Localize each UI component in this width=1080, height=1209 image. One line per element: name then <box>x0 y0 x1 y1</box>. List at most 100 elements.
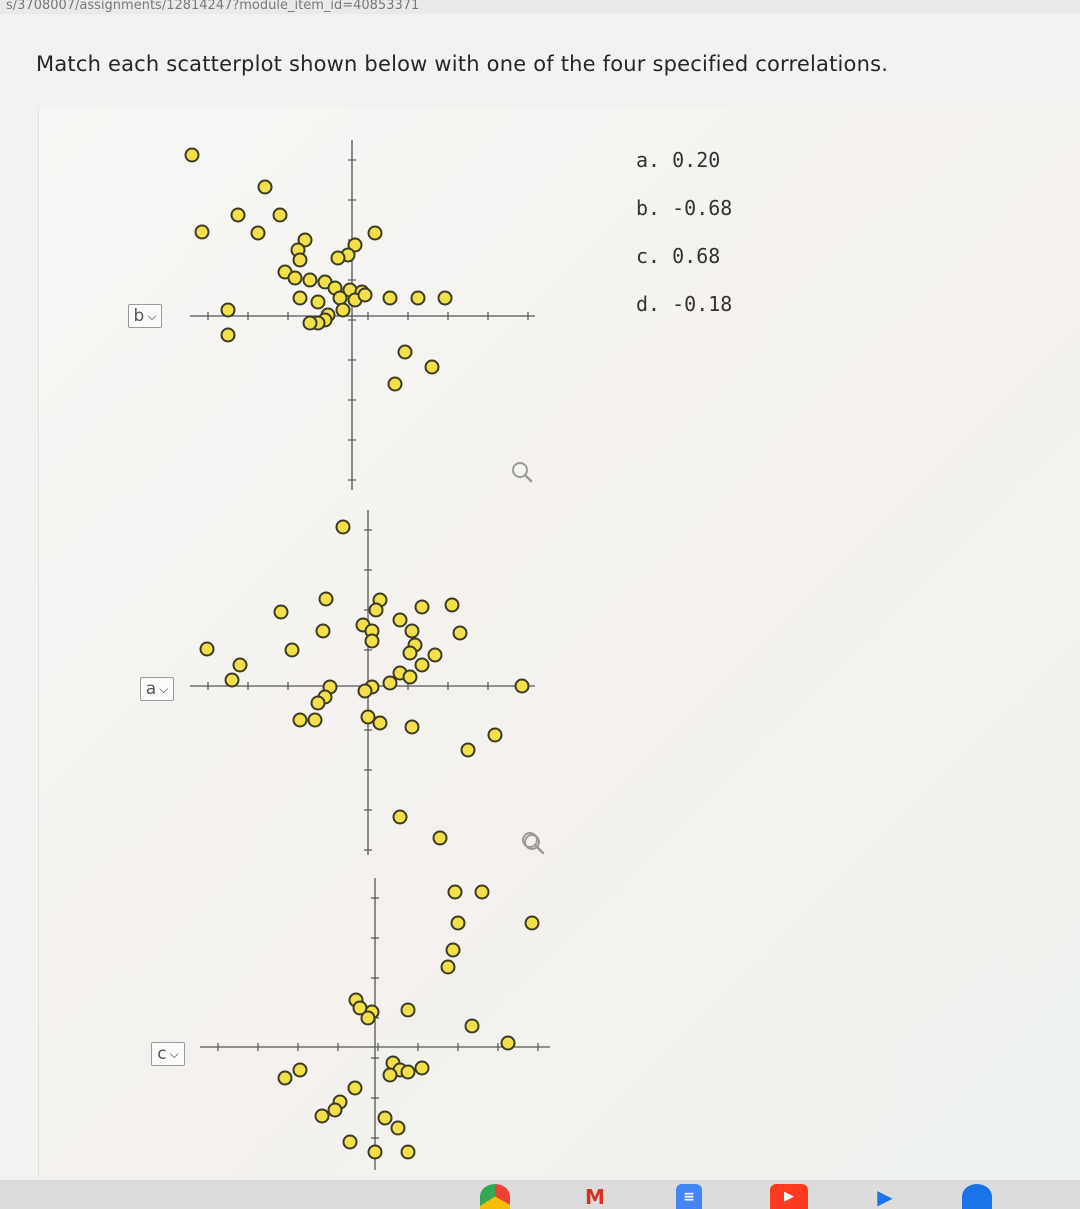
data-point <box>314 1108 330 1124</box>
chat-icon[interactable] <box>962 1184 992 1209</box>
chevron-down-icon: ⌵ <box>169 1047 179 1061</box>
data-point <box>360 709 376 725</box>
chevron-down-icon: ⌵ <box>159 682 169 696</box>
selected-value: a <box>145 679 157 699</box>
data-point <box>447 884 463 900</box>
data-point <box>310 294 326 310</box>
data-point <box>310 695 326 711</box>
data-point <box>427 647 443 663</box>
data-point <box>302 272 318 288</box>
data-point <box>390 1120 406 1136</box>
data-point <box>360 1010 376 1026</box>
docs-icon[interactable]: ≡ <box>676 1184 702 1209</box>
data-point <box>452 625 468 641</box>
data-point <box>318 591 334 607</box>
data-point <box>292 1062 308 1078</box>
data-point <box>400 1064 416 1080</box>
data-point <box>332 290 348 306</box>
data-point <box>257 179 273 195</box>
selected-value: c <box>157 1044 167 1064</box>
data-point <box>400 1002 416 1018</box>
zoom-icon[interactable] <box>524 834 545 855</box>
data-point <box>382 290 398 306</box>
data-point <box>524 915 540 931</box>
question-panel <box>38 108 1080 1178</box>
selected-value: b <box>133 306 145 326</box>
data-point <box>315 623 331 639</box>
data-point <box>307 712 323 728</box>
data-point <box>367 225 383 241</box>
scatterplot-1 <box>184 140 535 490</box>
youtube-icon[interactable]: ▶ <box>770 1184 808 1209</box>
data-point <box>392 612 408 628</box>
data-point <box>432 830 448 846</box>
choice-d: d. -0.18 <box>636 292 733 316</box>
data-point <box>287 270 303 286</box>
data-point <box>284 642 300 658</box>
data-point <box>445 942 461 958</box>
data-point <box>302 315 318 331</box>
correlation-select-plot-2[interactable]: a ⌵ <box>140 677 174 701</box>
data-point <box>377 1110 393 1126</box>
data-point <box>273 604 289 620</box>
data-point <box>474 884 490 900</box>
data-point <box>194 224 210 240</box>
data-point <box>224 672 240 688</box>
data-point <box>250 225 266 241</box>
data-point <box>184 147 200 163</box>
data-point <box>414 599 430 615</box>
data-point <box>402 645 418 661</box>
data-point <box>382 675 398 691</box>
data-point <box>414 1060 430 1076</box>
correlation-choices: a. 0.20 b. -0.68 c. 0.68 d. -0.18 <box>636 146 732 338</box>
taskbar: M ≡ ▶ ▶ <box>0 1180 1080 1209</box>
data-point <box>410 290 426 306</box>
data-point <box>414 657 430 673</box>
data-point <box>347 1080 363 1096</box>
data-point <box>464 1018 480 1034</box>
data-point <box>402 669 418 685</box>
data-point <box>387 376 403 392</box>
scatterplot-3 <box>200 830 550 1170</box>
data-point <box>342 1134 358 1150</box>
data-point <box>368 602 384 618</box>
data-point <box>460 742 476 758</box>
data-point <box>357 683 373 699</box>
data-point <box>220 302 236 318</box>
data-point <box>440 959 456 975</box>
data-point <box>335 302 351 318</box>
zoom-icon[interactable] <box>512 462 533 483</box>
data-point <box>292 712 308 728</box>
data-point <box>220 327 236 343</box>
data-point <box>272 207 288 223</box>
correlation-select-plot-3[interactable]: c ⌵ <box>151 1042 185 1066</box>
data-point <box>364 633 380 649</box>
chevron-down-icon: ⌵ <box>147 309 157 323</box>
play-store-icon[interactable]: ▶ <box>877 1184 893 1209</box>
instruction-text: Match each scatterplot shown below with … <box>36 52 889 76</box>
data-point <box>199 641 215 657</box>
data-point <box>404 623 420 639</box>
data-point <box>367 1144 383 1160</box>
data-point <box>450 915 466 931</box>
data-point <box>292 252 308 268</box>
data-point <box>297 232 313 248</box>
data-point <box>347 237 363 253</box>
data-point <box>444 597 460 613</box>
data-point <box>327 1102 343 1118</box>
data-point <box>392 809 408 825</box>
gmail-icon[interactable]: M <box>585 1184 605 1209</box>
data-point <box>424 359 440 375</box>
data-point <box>487 727 503 743</box>
correlation-select-plot-1[interactable]: b ⌵ <box>128 304 162 328</box>
scatterplot-2 <box>190 510 543 855</box>
chrome-icon[interactable] <box>480 1184 510 1209</box>
data-point <box>357 287 373 303</box>
data-point <box>230 207 246 223</box>
data-point <box>514 678 530 694</box>
choice-a: a. 0.20 <box>636 148 721 172</box>
data-point <box>500 1035 516 1051</box>
data-point <box>277 1070 293 1086</box>
data-point <box>372 715 388 731</box>
data-point <box>232 657 248 673</box>
